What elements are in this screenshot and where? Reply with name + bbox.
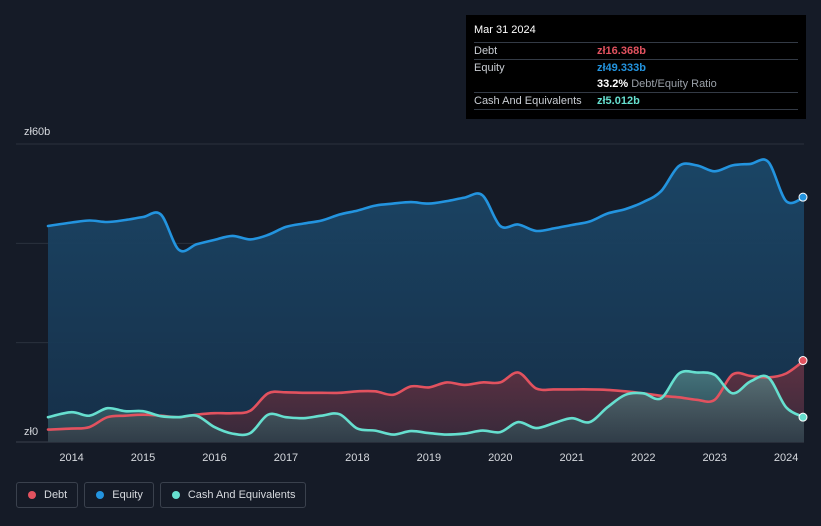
tooltip-row-debt: Debt zł16.368b xyxy=(474,42,798,59)
debt-dot-icon xyxy=(28,491,36,499)
legend-label: Cash And Equivalents xyxy=(187,489,296,501)
legend-label: Debt xyxy=(44,489,68,501)
debt-endpoint xyxy=(798,356,808,366)
x-tick-label: 2017 xyxy=(274,452,298,464)
tooltip-label: Debt xyxy=(474,45,498,57)
cash-dot-icon xyxy=(171,491,180,499)
x-tick-label: 2014 xyxy=(59,452,83,464)
legend-label: Equity xyxy=(112,489,143,501)
tooltip-row-cash: Cash And Equivalents zł5.012b xyxy=(474,92,798,109)
legend-item-cash[interactable]: Cash And Equivalents xyxy=(159,482,307,508)
cash-endpoint xyxy=(798,412,808,422)
tooltip-row-equity: Equity zł49.333b xyxy=(474,59,798,76)
x-tick-label: 2016 xyxy=(202,452,226,464)
y-axis-label-bottom: zł0 xyxy=(24,426,38,438)
x-tick-label: 2021 xyxy=(560,452,584,464)
equity-area xyxy=(48,159,804,442)
tooltip-ratio-label: Debt/Equity Ratio xyxy=(631,78,717,90)
tooltip-value: zł5.012b xyxy=(597,95,640,107)
x-tick-label: 2023 xyxy=(702,452,726,464)
tooltip-date: Mar 31 2024 xyxy=(474,24,536,36)
x-tick-label: 2015 xyxy=(131,452,155,464)
equity-endpoint xyxy=(798,192,808,202)
tooltip-value: 33.2% xyxy=(597,78,629,90)
x-tick-label: 2022 xyxy=(631,452,655,464)
tooltip-panel: Mar 31 2024 Debt zł16.368b Equity zł49.3… xyxy=(466,15,806,119)
x-tick-label: 2024 xyxy=(774,452,798,464)
series-areas xyxy=(48,159,804,442)
tooltip-value: zł49.333b xyxy=(597,62,646,74)
tooltip-label: Equity xyxy=(474,62,505,74)
tooltip-value: zł16.368b xyxy=(597,45,646,57)
tooltip-label: Cash And Equivalents xyxy=(474,95,582,107)
x-tick-label: 2019 xyxy=(417,452,441,464)
cash-area xyxy=(48,371,804,442)
legend-item-equity[interactable]: Equity xyxy=(84,482,154,508)
legend-item-debt[interactable]: Debt xyxy=(16,482,79,508)
cash-line xyxy=(46,369,806,437)
equity-line xyxy=(46,158,806,253)
x-axis-ticks: 2014 2015 2016 2017 2018 2019 2020 2021 2022 2023… xyxy=(59,452,798,464)
tooltip-row-ratio: 33.2% Debt/Equity Ratio xyxy=(474,76,798,92)
x-tick-label: 2018 xyxy=(345,452,369,464)
x-tick-label: 2020 xyxy=(488,452,512,464)
y-axis-label-top: zł60b xyxy=(24,126,50,138)
legend: Debt Equity Cash And Equivalents xyxy=(16,482,307,508)
series-lines xyxy=(46,158,806,437)
equity-dot-icon xyxy=(96,491,105,499)
series-endpoints xyxy=(798,192,808,422)
tooltip-divider xyxy=(474,109,798,111)
